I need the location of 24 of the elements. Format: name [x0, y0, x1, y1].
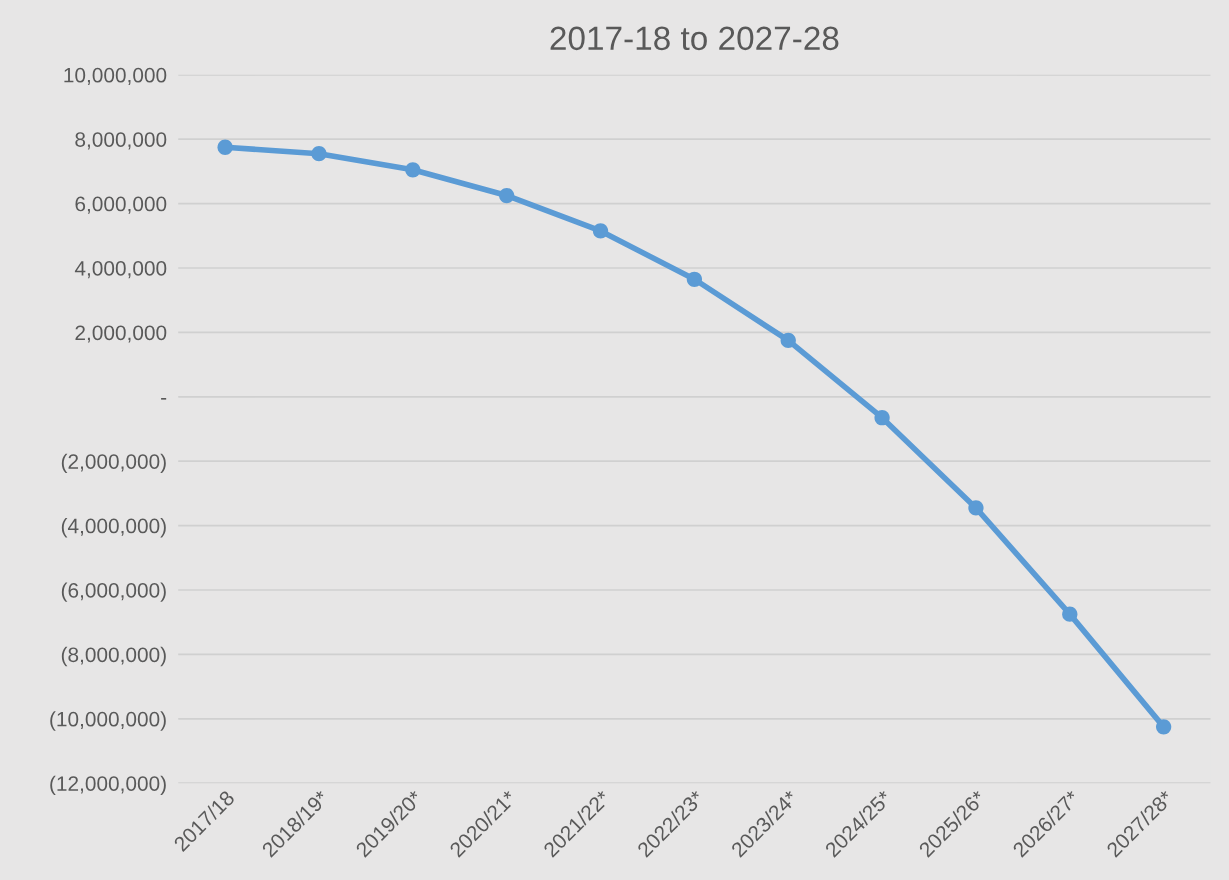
- y-tick-label: (4,000,000): [61, 518, 166, 538]
- point: [592, 223, 609, 239]
- point: [780, 332, 796, 349]
- y-tick-label: 6,000,000: [75, 196, 167, 214]
- y-tick-label: 10,000,000: [64, 67, 167, 86]
- y-tick-label: 8,000,000: [75, 132, 167, 150]
- point: [1156, 719, 1172, 735]
- y-tick-label: -: [161, 398, 167, 400]
- y-tick-label: 2,000,000: [75, 325, 167, 343]
- y-tick-label: (8,000,000): [61, 646, 166, 667]
- chart-title: 2017-18 to 2027-28: [550, 26, 839, 51]
- y-tick-label: (2,000,000): [61, 453, 166, 474]
- point: [1062, 606, 1078, 622]
- point: [968, 500, 984, 516]
- y-tick-label: (6,000,000): [61, 582, 166, 602]
- y-tick-label: (10,000,000): [50, 711, 166, 731]
- point: [499, 187, 515, 204]
- point: [311, 146, 327, 162]
- y-tick-label: 4,000,000: [74, 261, 167, 279]
- point: [874, 410, 890, 426]
- point: [217, 139, 233, 155]
- point: [686, 271, 703, 287]
- point: [405, 162, 421, 178]
- y-tick-label: (12,000,000): [50, 775, 166, 796]
